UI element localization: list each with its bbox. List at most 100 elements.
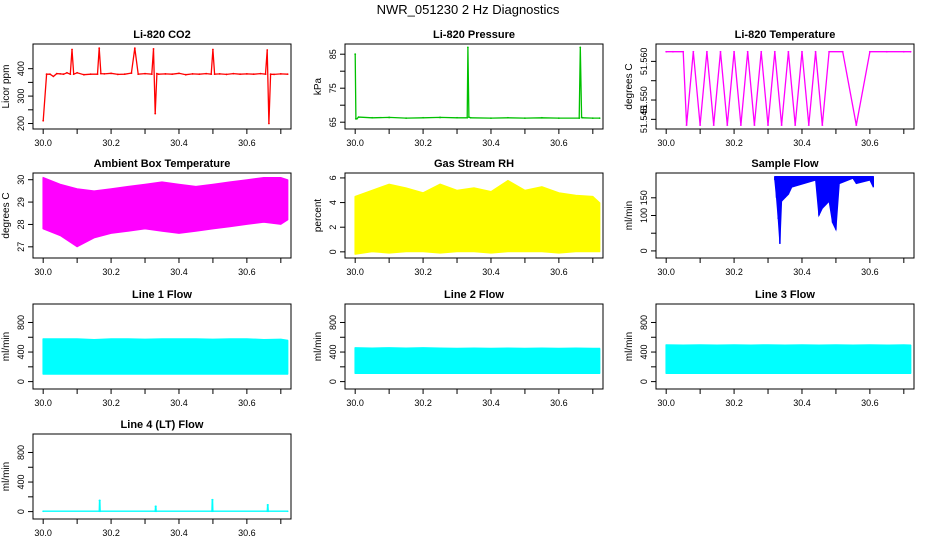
chart-li-820-co2-ytick-label: 200 [16, 116, 26, 131]
chart-line-4-lt-flow-data-point [98, 499, 101, 502]
chart-sample-flow-ylabel: ml/min [624, 201, 635, 230]
chart-li-820-pressure-xtick-label: 30.2 [414, 138, 432, 148]
chart-line-4-lt-flow-title: Line 4 (LT) Flow [121, 419, 204, 431]
chart-li-820-pressure-data-point [507, 116, 509, 119]
chart-li-820-co2-data-point [213, 73, 216, 76]
chart-li-820-co2-data-point [137, 73, 140, 76]
chart-line-2-flow-xtick-label: 30.0 [346, 398, 364, 408]
chart-li-820-co2-data-point [198, 73, 201, 76]
chart-li-820-pressure-ylabel: kPa [313, 77, 324, 95]
chart-li-820-co2-data-point [62, 73, 65, 76]
chart-li-820-pressure-data-point [357, 116, 360, 118]
chart-li-820-temperature-xtick-label: 30.2 [725, 138, 743, 148]
chart-line-3-flow-title: Line 3 Flow [755, 289, 815, 301]
chart-sample-flow-ytick-label: 100 [639, 208, 649, 223]
chart-li-820-temperature-ytick-label: 51.545 [639, 106, 649, 134]
chart-line-2-flow-title: Line 2 Flow [444, 289, 504, 301]
chart-line-4-lt-flow-data-point [155, 510, 158, 513]
chart-ambient-box-temperature-xtick-label: 30.4 [170, 267, 188, 277]
chart-li-820-pressure-ytick-label: 65 [328, 117, 338, 127]
chart-line-4-lt-flow-series-line [43, 499, 288, 512]
chart-li-820-co2-frame [32, 43, 292, 130]
chart-li-820-co2-ytick-label: 400 [16, 61, 26, 76]
chart-line-3-flow-frame [655, 303, 915, 390]
chart-li-820-co2-data-point [156, 72, 158, 75]
chart-li-820-co2-data-point [239, 73, 241, 76]
chart-li-820-co2-data-point [89, 73, 92, 76]
chart-li-820-co2-data-point [66, 71, 68, 74]
chart-line-4-lt-flow-ytick-label: 800 [16, 445, 26, 460]
chart-gas-stream-rh-ytick-label: 4 [328, 200, 338, 205]
chart-li-820-co2-data-point [154, 112, 157, 115]
chart-li-820-temperature-data-point [685, 124, 688, 127]
chart-gas-stream-rh-xtick-label: 30.4 [482, 267, 500, 277]
chart-li-820-co2-xtick-label: 30.2 [102, 138, 120, 148]
chart-li-820-pressure-data-point [388, 116, 391, 119]
chart-line-2-flow-xtick-label: 30.4 [482, 398, 500, 408]
chart-li-820-co2-data-point [184, 73, 187, 76]
chart-li-820-co2-data-point [72, 73, 75, 76]
chart-gas-stream-rh-series-band [354, 179, 601, 255]
chart-li-820-temperature-data-point [712, 124, 715, 127]
chart-ambient-box-temperature-xtick-label: 30.2 [102, 267, 120, 277]
chart-li-820-co2-data-point [279, 72, 282, 75]
chart-ambient-box-temperature-ytick-label: 28 [16, 219, 26, 229]
chart-li-820-pressure-title: Li-820 Pressure [433, 29, 515, 41]
chart-gas-stream-rh: Gas Stream RH percent 0 2 4 6 30.0 30.2 30.4 30.6 [313, 158, 604, 277]
chart-li-820-co2-data-point [59, 72, 62, 75]
chart-li-820-co2-data-point [52, 75, 55, 78]
chart-line-4-lt-flow-data-point [286, 510, 289, 513]
chart-li-820-pressure-data-point [581, 116, 584, 119]
chart-li-820-temperature-data-point [807, 124, 810, 127]
chart-ambient-box-temperature-xtick-label: 30.0 [34, 267, 52, 277]
chart-li-820-pressure-data-point [371, 116, 374, 119]
chart-li-820-pressure-data-point [578, 117, 581, 120]
chart-li-820-co2-data-point [45, 73, 48, 76]
chart-li-820-pressure-data-point [405, 117, 408, 120]
chart-line-4-lt-flow-ylabel: ml/min [1, 462, 12, 491]
chart-li-820-co2-data-point [225, 73, 228, 76]
chart-li-820-co2-data-point [245, 72, 248, 75]
chart-li-820-co2: Li-820 CO2 Licor ppm 200 300 400 30.0 30.2 30.4… [1, 29, 292, 148]
chart-li-820-temperature-data-point [885, 50, 888, 53]
chart-gas-stream-rh-frame [344, 172, 604, 259]
chart-line-3-flow: Line 3 Flow ml/min 0 400 800 30.0 30.2 30.4 30.6 [624, 289, 915, 408]
chart-gas-stream-rh-ytick-label: 0 [328, 249, 338, 254]
chart-sample-flow-xtick-label: 30.6 [861, 267, 879, 277]
chart-li-820-co2-data-point [164, 72, 167, 75]
chart-li-820-pressure-xtick-label: 30.0 [346, 138, 364, 148]
chart-li-820-temperature-data-point [665, 50, 668, 53]
chart-line-1-flow-xtick-label: 30.2 [102, 398, 120, 408]
chart-line-4-lt-flow-xtick-label: 30.0 [34, 528, 52, 538]
chart-li-820-temperature-ytick-label: 51.560 [639, 48, 649, 76]
chart-line-4-lt-flow-data-point [42, 510, 45, 513]
chart-ambient-box-temperature-ylabel: degrees C [1, 192, 12, 238]
chart-line-2-flow-xtick-label: 30.2 [414, 398, 432, 408]
chart-li-820-co2-data-point [286, 73, 289, 76]
chart-line-1-flow-ytick-label: 400 [16, 345, 26, 360]
chart-li-820-pressure-data-point [468, 116, 470, 118]
chart-li-820-co2-data-point [144, 72, 146, 75]
chart-sample-flow-series-band [774, 176, 874, 244]
chart-li-820-co2-data-point [69, 73, 72, 76]
chart-li-820-co2-data-point [133, 47, 136, 50]
chart-line-1-flow-ytick-label: 0 [16, 379, 26, 384]
chart-line-4-lt-flow-data-point [154, 505, 157, 508]
chart-gas-stream-rh-xtick-label: 30.2 [414, 267, 432, 277]
chart-sample-flow-xtick-label: 30.0 [657, 267, 675, 277]
chart-line-3-flow-series-band [665, 344, 912, 374]
chart-li-820-temperature-data-point [814, 50, 817, 53]
chart-li-820-pressure-data-point [598, 117, 601, 120]
chart-li-820-pressure-data-point [591, 117, 594, 120]
chart-li-820-co2-data-point [157, 73, 160, 76]
chart-li-820-co2-data-point [123, 73, 126, 76]
chart-li-820-pressure: Li-820 Pressure kPa 65 75 85 30.0 30.2 30.4 30.6 [313, 29, 604, 148]
chart-line-2-flow-frame [344, 303, 604, 390]
chart-li-820-co2-data-point [71, 48, 73, 51]
chart-gas-stream-rh-title: Gas Stream RH [434, 158, 514, 170]
chart-line-1-flow: Line 1 Flow ml/min 0 400 800 30.0 30.2 30.4 30.6 [1, 289, 292, 408]
chart-li-820-temperature-data-point [855, 124, 858, 127]
chart-ambient-box-temperature-ytick-label: 27 [16, 242, 26, 252]
chart-line-2-flow-ylabel: ml/min [313, 332, 324, 361]
